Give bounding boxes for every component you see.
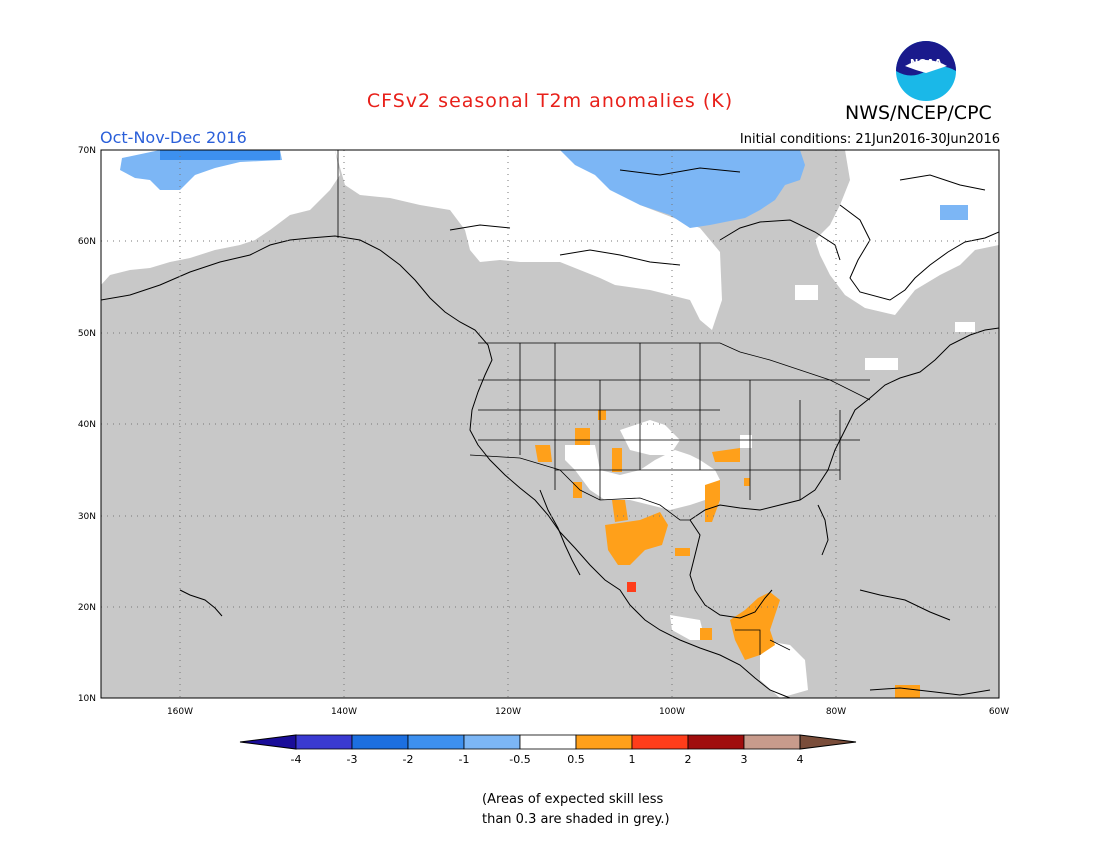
legend-arrow-low [239,734,297,750]
gridlines [101,150,999,698]
logo-text: NOAA [910,58,942,69]
legend-tick: 1 [629,753,636,766]
footnote-line-1: (Areas of expected skill less [482,792,664,807]
coastlines [101,167,999,698]
lat-label: 60N [78,237,96,247]
political-borders [337,150,871,655]
legend-tick: -4 [291,753,302,766]
lon-label: 120W [495,707,521,717]
legend-swatch [295,734,353,750]
lat-axis: 70N 60N 50N 40N 30N 20N 10N [78,146,96,704]
legend-tick: 2 [685,753,692,766]
lon-label: 160W [167,707,193,717]
lat-label: 30N [78,512,96,522]
map-frame [100,149,1000,699]
lat-label: 40N [78,420,96,430]
legend-tick-labels: -4 -3 -2 -1 -0.5 0.5 1 2 3 4 [291,753,804,766]
legend-tick: 3 [741,753,748,766]
season-label: Oct-Nov-Dec 2016 [100,128,247,147]
legend-swatch [407,734,465,750]
legend-swatch [575,734,633,750]
near-normal-regions [101,150,999,698]
legend-swatch [743,734,801,750]
lat-label: 50N [78,329,96,339]
legend-colorbar [239,734,857,750]
legend-swatch [631,734,689,750]
legend-tick: -1 [459,753,470,766]
lon-label: 80W [826,707,846,717]
map-area [101,150,999,698]
footnote-line-2: than 0.3 are shaded in grey.) [482,812,670,827]
lon-label: 100W [659,707,685,717]
strong-warm-cell [627,582,636,592]
lon-label: 140W [331,707,357,717]
legend-tick: 4 [797,753,804,766]
legend-swatch [351,734,409,750]
legend-tick: 0.5 [567,753,585,766]
lat-label: 10N [78,694,96,704]
legend-swatch [463,734,521,750]
legend-swatch [687,734,745,750]
legend-tick: -2 [403,753,414,766]
lon-axis: 160W 140W 120W 100W 80W 60W [167,707,1009,717]
lon-label: 60W [989,707,1009,717]
legend-swatch [519,734,577,750]
agency-label: NWS/NCEP/CPC [845,102,992,124]
moderate-cold-regions [160,150,280,160]
map-title: CFSv2 seasonal T2m anomalies (K) [366,90,734,112]
legend-tick: -0.5 [509,753,530,766]
lat-label: 20N [78,603,96,613]
initial-conditions-label: Initial conditions: 21Jun2016-30Jun2016 [739,132,1000,147]
lat-label: 70N [78,146,96,156]
legend-tick: -3 [347,753,358,766]
noaa-logo: NOAA [896,41,956,101]
legend-arrow-high [799,734,857,750]
